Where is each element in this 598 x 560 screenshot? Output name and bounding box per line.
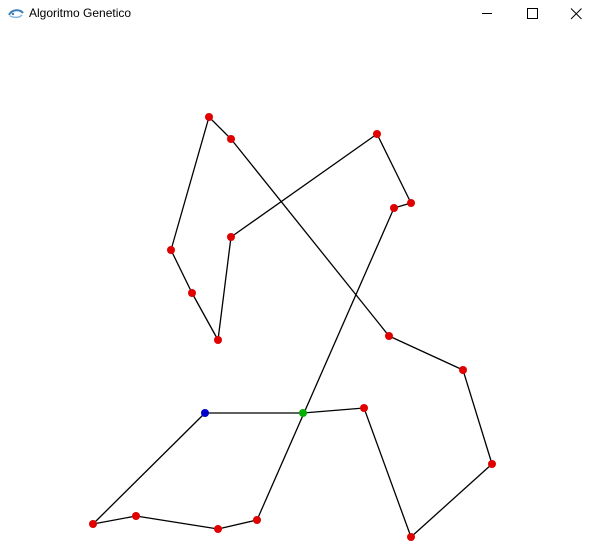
app-icon xyxy=(8,7,24,19)
city-point xyxy=(385,332,393,340)
route-edge-c1-c2 xyxy=(92,515,137,525)
route-edge-c14-c15 xyxy=(388,335,464,371)
route-canvas xyxy=(0,28,598,560)
minimize-icon xyxy=(482,13,492,14)
city-point xyxy=(360,404,368,412)
city-point xyxy=(89,520,97,528)
city-point xyxy=(132,512,140,520)
route-edges xyxy=(92,116,493,538)
route-edge-c12-c13 xyxy=(208,116,232,140)
city-point xyxy=(407,199,415,207)
city-point xyxy=(188,289,196,297)
city-point xyxy=(205,113,213,121)
route-edge-c13-c14 xyxy=(230,138,390,337)
route-edge-c8-c9 xyxy=(217,236,232,341)
city-point xyxy=(407,533,415,541)
route-edge-c18-end xyxy=(302,407,365,414)
route-edge-c16-c17 xyxy=(410,463,493,538)
city-point xyxy=(227,135,235,143)
city-point xyxy=(488,460,496,468)
end-point xyxy=(299,409,307,417)
route-edge-c15-c16 xyxy=(462,369,493,465)
route-edge-c2-c3 xyxy=(135,515,219,530)
maximize-button[interactable] xyxy=(509,0,555,28)
city-point xyxy=(214,336,222,344)
route-cities xyxy=(89,113,496,541)
route-edge-c11-c12 xyxy=(170,116,210,251)
start-point xyxy=(201,409,209,417)
city-point xyxy=(253,516,261,524)
route-edge-c3-c4 xyxy=(217,519,258,530)
city-point xyxy=(390,204,398,212)
city-point xyxy=(373,130,381,138)
route-edge-start-c1 xyxy=(92,412,206,525)
route-edge-c6-c7 xyxy=(376,133,412,204)
minimize-button[interactable] xyxy=(464,0,510,28)
maximize-icon xyxy=(527,8,538,19)
route-edge-c4-c5 xyxy=(256,207,395,521)
window-title: Algoritmo Genetico xyxy=(29,6,132,20)
route-edge-c9-c10 xyxy=(191,292,219,341)
title-bar[interactable]: Algoritmo Genetico xyxy=(0,0,598,28)
route-plot xyxy=(89,113,496,541)
route-edge-c10-c11 xyxy=(170,249,193,294)
city-point xyxy=(227,233,235,241)
close-button[interactable] xyxy=(553,0,598,28)
city-point xyxy=(214,525,222,533)
city-point xyxy=(459,366,467,374)
city-point xyxy=(167,246,175,254)
route-edge-c7-c8 xyxy=(230,133,378,238)
close-icon xyxy=(570,8,582,20)
route-edge-c17-c18 xyxy=(363,407,412,538)
